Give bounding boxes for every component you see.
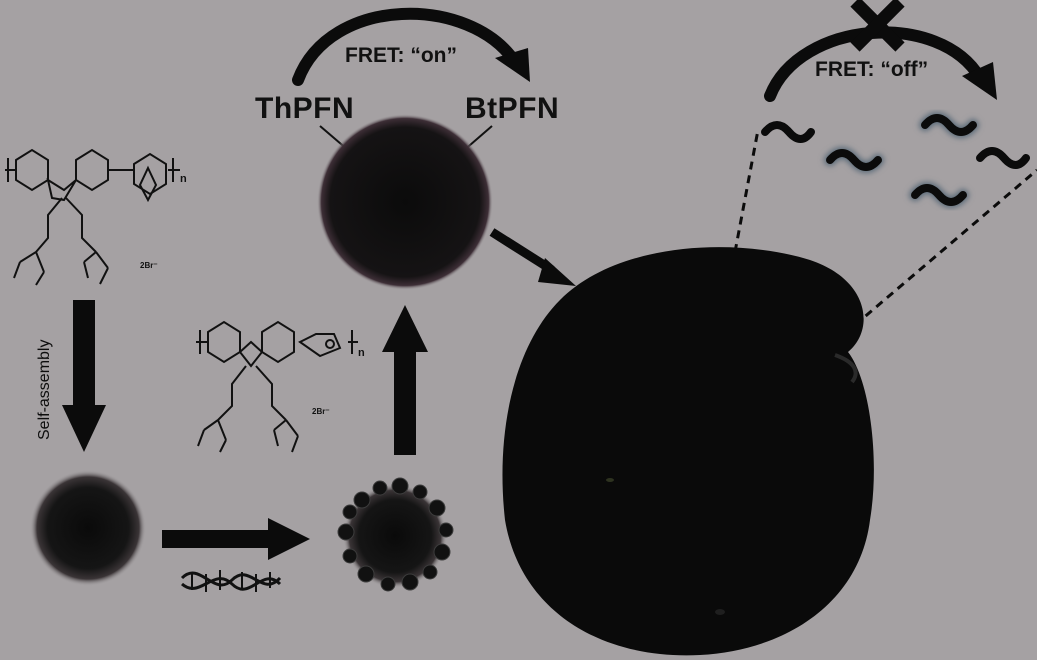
thpfn-repeat-n: n [358,347,365,359]
thpfn-label: ThPFN [255,92,355,125]
fret-nanoparticle [317,114,493,290]
self-assembly-label: Self-assembly [36,339,53,440]
btpfn-label: BtPFN [465,92,560,125]
fret-off-label: FRET: “off” [815,58,929,81]
self-assembly-arrow [62,300,106,452]
cross-icon [850,0,905,52]
zoom-line-left [733,129,760,253]
cell [502,247,874,656]
btpfn-nanoparticle [30,470,146,586]
zoom-line-right [854,168,1037,327]
upward-arrow [382,305,428,455]
dna-addition-arrow [162,518,310,560]
btpfn-structure [5,148,180,286]
fret-on-arrow [292,7,530,86]
uptake-arrow [489,228,576,286]
thpfn-structure [196,320,358,453]
thpfn-counter-ion: 2Br⁻ [312,407,330,416]
dna-icon [180,570,282,592]
fret-on-label: FRET: “on” [345,44,457,67]
btpfn-repeat-n: n [180,173,187,185]
btpfn-counter-ion: 2Br⁻ [140,261,158,270]
dna-coated-nanoparticle [337,477,454,592]
released-polymer-chains [761,112,1030,208]
